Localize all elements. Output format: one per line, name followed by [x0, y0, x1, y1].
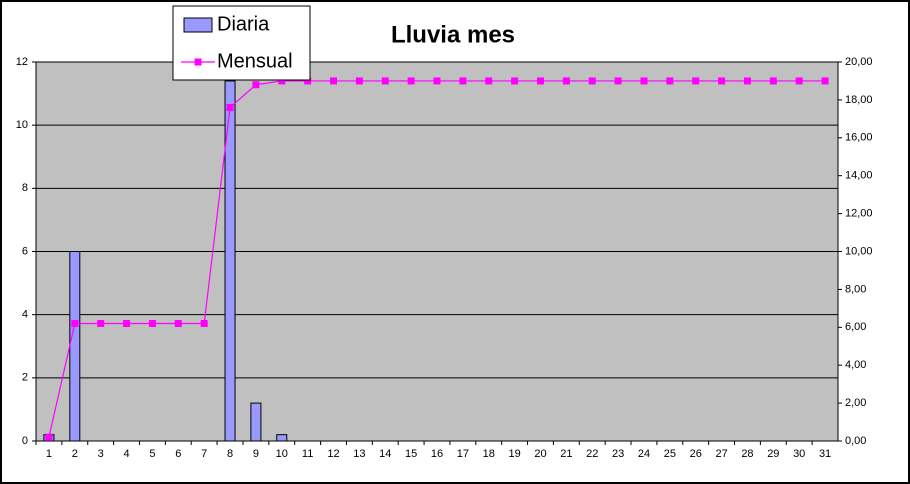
x-tick-label: 2	[72, 448, 78, 460]
x-tick-label: 26	[690, 448, 702, 460]
x-tick-label: 30	[793, 448, 805, 460]
y-tick-label: 6	[22, 245, 28, 257]
x-tick-label: 7	[201, 448, 207, 460]
x-tick-label: 9	[253, 448, 259, 460]
x-tick-label: 15	[405, 448, 417, 460]
x-tick-label: 18	[483, 448, 495, 460]
x-tick-label: 4	[123, 448, 129, 460]
y2-tick-label: 8,00	[845, 283, 866, 295]
line-marker	[769, 77, 777, 85]
legend-label: Mensual	[217, 50, 293, 72]
line-marker	[71, 320, 79, 328]
line-marker	[743, 77, 751, 85]
line-marker	[97, 320, 105, 328]
line-marker	[692, 77, 700, 85]
y2-tick-label: 12,00	[845, 208, 873, 220]
x-tick-label: 13	[353, 448, 365, 460]
x-tick-label: 14	[379, 448, 391, 460]
x-tick-label: 20	[534, 448, 546, 460]
legend-swatch	[194, 58, 202, 66]
legend-swatch	[183, 17, 213, 33]
line-marker	[381, 77, 389, 85]
line-marker	[795, 77, 803, 85]
x-tick-label: 12	[327, 448, 339, 460]
line-marker	[407, 77, 415, 85]
line-marker	[252, 81, 260, 89]
legend-label: Diaria	[217, 13, 270, 35]
y-tick-label: 2	[22, 372, 28, 384]
line-marker	[640, 77, 648, 85]
line-marker	[459, 77, 467, 85]
line-marker	[148, 320, 156, 328]
line-marker	[433, 77, 441, 85]
x-tick-label: 11	[302, 448, 313, 460]
y2-tick-label: 4,00	[845, 359, 866, 371]
y2-tick-label: 18,00	[845, 94, 873, 106]
line-marker	[718, 77, 726, 85]
x-tick-label: 5	[149, 448, 155, 460]
y-tick-label: 8	[22, 182, 28, 194]
x-tick-label: 8	[227, 448, 233, 460]
x-tick-label: 3	[98, 448, 104, 460]
x-tick-label: 25	[664, 448, 676, 460]
chart-title: Lluvia mes	[391, 21, 515, 48]
line-marker	[588, 77, 596, 85]
line-marker	[536, 77, 544, 85]
y2-tick-label: 10,00	[845, 245, 873, 257]
x-tick-label: 6	[175, 448, 181, 460]
line-marker	[666, 77, 674, 85]
x-tick-label: 19	[508, 448, 520, 460]
y2-tick-label: 16,00	[845, 132, 873, 144]
line-marker	[174, 320, 182, 328]
line-marker	[562, 77, 570, 85]
x-tick-label: 17	[457, 448, 469, 460]
x-tick-label: 22	[586, 448, 598, 460]
x-tick-label: 29	[767, 448, 779, 460]
y2-tick-label: 0,00	[845, 435, 866, 447]
line-marker	[614, 77, 622, 85]
line-marker	[485, 77, 493, 85]
y-tick-label: 10	[16, 119, 28, 131]
line-marker	[278, 77, 286, 85]
y-tick-label: 12	[16, 56, 28, 68]
x-tick-label: 21	[560, 448, 572, 460]
line-marker	[45, 433, 53, 441]
y2-tick-label: 2,00	[845, 397, 866, 409]
line-marker	[200, 320, 208, 328]
line-marker	[355, 77, 363, 85]
x-tick-label: 10	[276, 448, 288, 460]
y-tick-label: 0	[22, 435, 28, 447]
x-tick-label: 28	[741, 448, 753, 460]
x-tick-label: 1	[46, 448, 52, 460]
y-tick-label: 4	[22, 309, 28, 321]
x-tick-label: 16	[431, 448, 443, 460]
y2-tick-label: 6,00	[845, 321, 866, 333]
line-marker	[821, 77, 829, 85]
y2-tick-label: 14,00	[845, 170, 873, 182]
line-marker	[330, 77, 338, 85]
x-tick-label: 31	[819, 448, 831, 460]
bar	[69, 251, 81, 442]
line-marker	[226, 103, 234, 111]
line-marker	[123, 320, 131, 328]
x-tick-label: 24	[638, 448, 650, 460]
y2-tick-label: 20,00	[845, 56, 873, 68]
bar	[276, 434, 288, 442]
bar	[224, 80, 236, 442]
x-tick-label: 27	[715, 448, 727, 460]
bar	[250, 402, 262, 442]
x-tick-label: 23	[612, 448, 624, 460]
line-marker	[304, 77, 312, 85]
line-marker	[511, 77, 519, 85]
